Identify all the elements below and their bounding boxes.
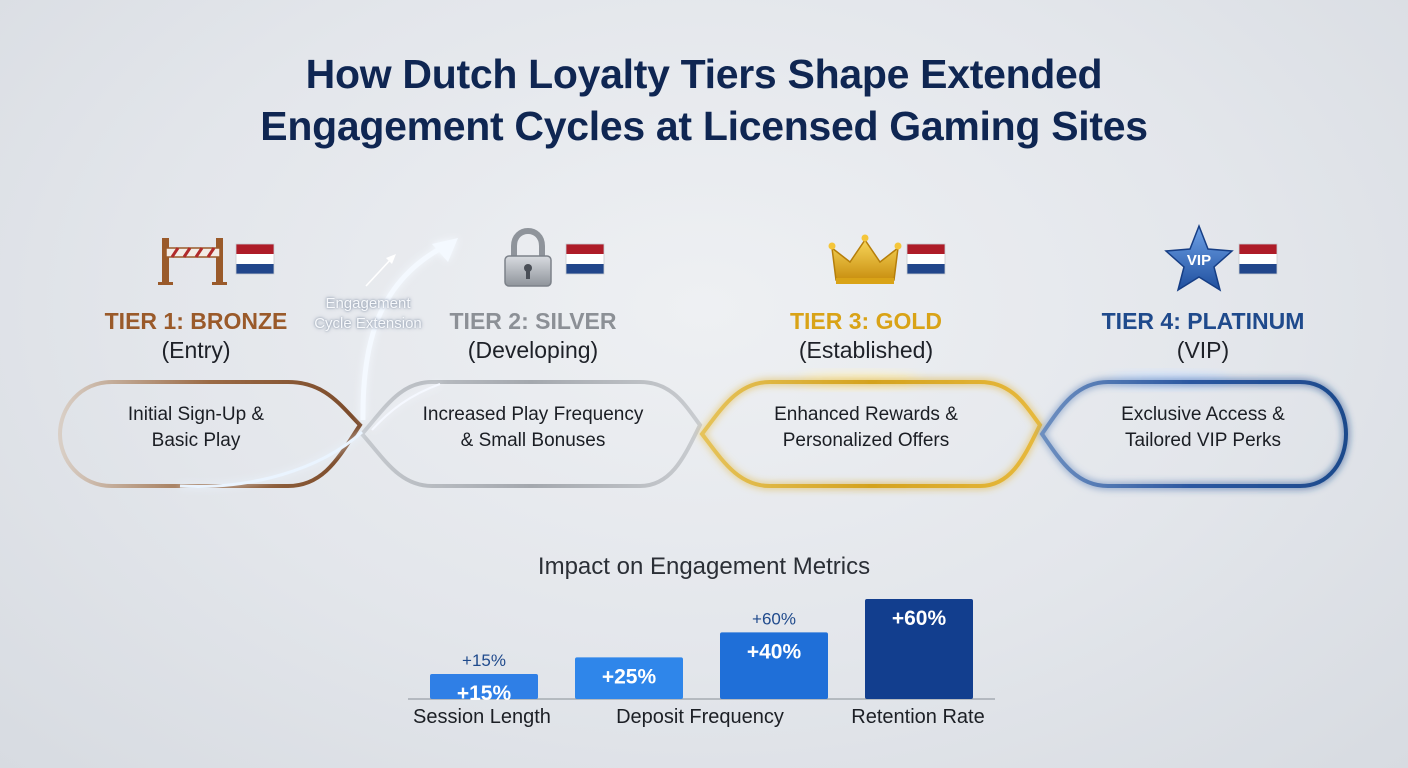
tier-4-desc-line-2: Tailored VIP Perks xyxy=(1125,430,1281,451)
small-arrowhead xyxy=(386,254,396,264)
page-title: How Dutch Loyalty Tiers Shape Extended E… xyxy=(0,48,1408,152)
tier-2-desc-line-2: & Small Bonuses xyxy=(460,430,606,451)
title-line-1: How Dutch Loyalty Tiers Shape Extended xyxy=(305,51,1103,97)
title-line-2: Engagement Cycles at Licensed Gaming Sit… xyxy=(260,103,1148,149)
tier-1-description: Initial Sign-Up & Basic Play xyxy=(51,402,341,454)
tier-1-name: TIER 1: BRONZE xyxy=(104,308,288,334)
bar-value-label: +40% xyxy=(747,640,802,663)
metrics-title: Impact on Engagement Metrics xyxy=(537,553,871,580)
bar-value-label: +60% xyxy=(892,607,947,630)
padlock-icon xyxy=(504,228,552,287)
dutch-flag-icon xyxy=(565,243,605,275)
bar-above-label: +60% xyxy=(752,609,796,628)
tier-1-level: (Entry) xyxy=(161,337,231,363)
extension-arrowhead xyxy=(432,238,458,262)
annotation-line-1: Engagement xyxy=(325,295,411,312)
tier-3-desc-line-1: Enhanced Rewards & xyxy=(774,404,958,425)
bar-value-label: +25% xyxy=(602,665,657,688)
gold-loop xyxy=(699,380,1043,488)
tier-3-name: TIER 3: GOLD xyxy=(789,308,943,334)
metric-label-deposit-frequency: Deposit Frequency xyxy=(616,706,784,728)
tier-3-desc-line-2: Personalized Offers xyxy=(782,430,950,451)
silver-loop xyxy=(359,380,703,488)
metric-label-retention-rate: Retention Rate xyxy=(851,706,985,728)
metric-bar xyxy=(575,657,683,699)
bronze-loop xyxy=(57,380,363,488)
tier-2-desc-line-1: Increased Play Frequency xyxy=(422,404,644,425)
tier-2-description: Increased Play Frequency & Small Bonuses xyxy=(388,402,678,454)
tier-3-description: Enhanced Rewards & Personalized Offers xyxy=(721,402,1011,454)
vip-star-text: VIP xyxy=(1187,252,1211,269)
bar-value-label: +15% xyxy=(457,682,512,705)
tier-1-desc-line-2: Basic Play xyxy=(151,430,241,451)
dutch-flag-icon xyxy=(235,243,275,275)
tier-3-level: (Established) xyxy=(798,337,934,363)
tier-4-desc-line-1: Exclusive Access & xyxy=(1121,404,1285,425)
extension-arrow xyxy=(360,243,447,421)
engagement-annotation: Engagement Cycle Extension xyxy=(298,294,438,334)
tier-2-name: TIER 2: SILVER xyxy=(449,308,617,334)
metric-label-session-length: Session Length xyxy=(413,706,551,728)
metrics-chart: +15% +15% +25% +40% +60% +60% xyxy=(408,599,995,705)
silver-light-streak xyxy=(371,383,441,431)
dutch-flag-icon xyxy=(906,243,946,275)
small-arrow xyxy=(365,257,393,287)
tier-2-level: (Developing) xyxy=(467,337,599,363)
bronze-light-streak xyxy=(179,430,364,488)
vip-star-icon: VIP xyxy=(1164,223,1234,292)
barrier-gate-icon xyxy=(158,238,227,285)
bar-above-label: +15% xyxy=(462,651,506,670)
metric-bar xyxy=(865,599,973,699)
tier-4-name: TIER 4: PLATINUM xyxy=(1101,308,1305,334)
dutch-flag-icon xyxy=(1238,243,1278,275)
tier-4-description: Exclusive Access & Tailored VIP Perks xyxy=(1058,402,1348,454)
metric-bar xyxy=(720,632,828,699)
platinum-loop xyxy=(1039,380,1349,488)
metric-bar xyxy=(430,674,538,699)
crown-icon xyxy=(828,234,902,284)
tier-1-desc-line-1: Initial Sign-Up & xyxy=(127,404,265,425)
tier-4-level: (VIP) xyxy=(1176,337,1230,363)
annotation-line-2: Cycle Extension xyxy=(314,315,422,332)
